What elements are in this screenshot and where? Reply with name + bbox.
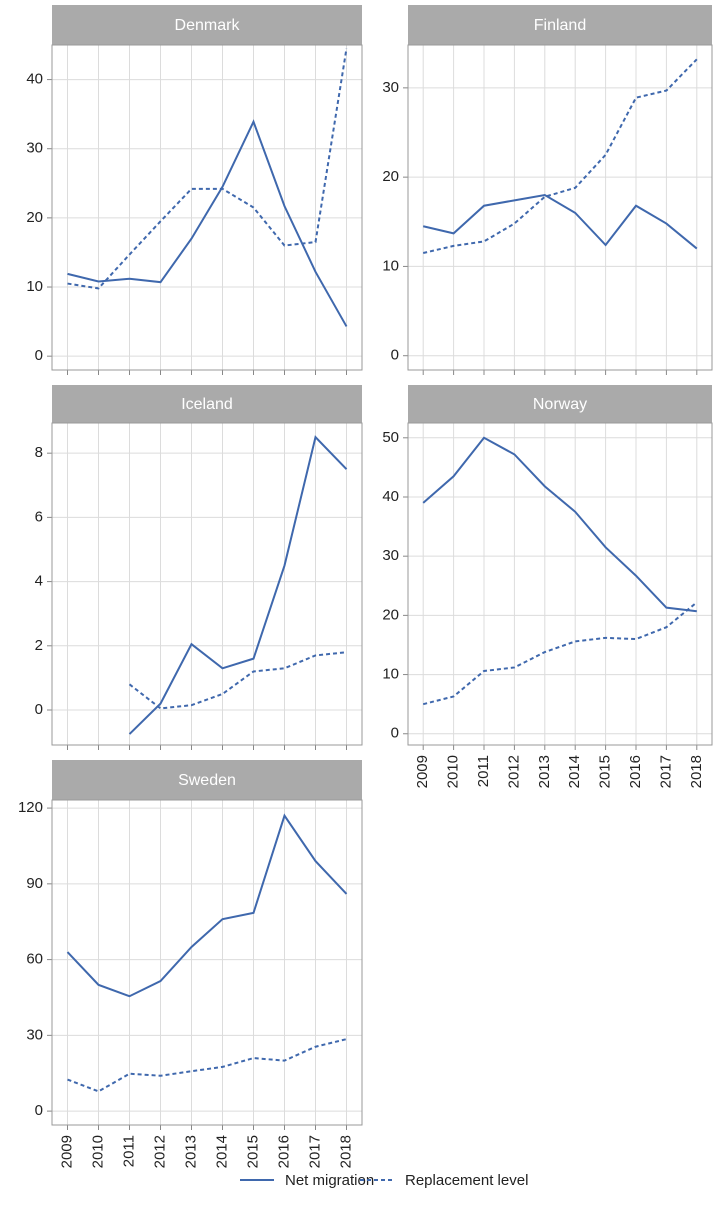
series-line (128, 651, 347, 710)
x-tick-label: 2012 (505, 755, 522, 788)
series-line (422, 58, 698, 255)
y-tick-label: 30 (26, 140, 43, 157)
x-tick-label: 2018 (337, 1135, 354, 1168)
x-tick-label: 2014 (213, 1135, 230, 1168)
facet-title: Norway (533, 396, 587, 413)
x-tick-label: 2009 (414, 755, 431, 788)
series-line (66, 813, 348, 998)
strip (52, 385, 362, 423)
y-tick-label: 120 (18, 799, 43, 816)
facet-title: Iceland (181, 396, 233, 413)
x-tick-label: 2011 (475, 755, 492, 787)
x-tick-label: 2009 (58, 1135, 75, 1168)
x-tick-label: 2017 (306, 1135, 323, 1168)
series-line (67, 48, 348, 290)
y-tick-label: 20 (26, 209, 43, 226)
y-tick-label: 4 (35, 573, 43, 590)
y-tick-label: 10 (382, 666, 399, 683)
panel-border (407, 422, 713, 746)
series-line (67, 119, 348, 327)
panel-border (51, 44, 363, 371)
x-tick-label: 2013 (536, 755, 553, 788)
strip (52, 760, 362, 800)
facet-title: Sweden (178, 772, 236, 789)
x-tick-label: 2016 (275, 1135, 292, 1168)
facet-title: Finland (534, 17, 586, 34)
series-line (422, 193, 698, 250)
x-tick-label: 2015 (597, 755, 614, 788)
y-tick-label: 20 (382, 606, 399, 623)
panel-border (407, 44, 713, 371)
legend-label: Net migration (285, 1172, 374, 1189)
y-tick-label: 30 (382, 79, 399, 96)
y-tick-label: 30 (382, 547, 399, 564)
series-line (422, 601, 698, 706)
x-tick-label: 2011 (120, 1135, 137, 1167)
y-tick-label: 2 (35, 637, 43, 654)
series-line (422, 436, 697, 613)
y-tick-label: 10 (26, 278, 43, 295)
y-tick-label: 0 (35, 347, 43, 364)
y-tick-label: 20 (382, 168, 399, 185)
legend-label: Replacement level (405, 1172, 528, 1189)
panel-border (51, 799, 363, 1126)
y-tick-label: 40 (26, 71, 43, 88)
y-tick-label: 8 (35, 444, 43, 461)
x-tick-label: 2014 (566, 755, 583, 788)
y-tick-label: 40 (382, 488, 399, 505)
x-tick-label: 2018 (688, 755, 705, 788)
y-tick-label: 0 (391, 725, 399, 742)
y-tick-label: 0 (35, 701, 43, 718)
x-tick-label: 2016 (627, 755, 644, 788)
y-tick-label: 6 (35, 508, 43, 525)
strip (408, 5, 712, 45)
x-tick-label: 2010 (89, 1135, 106, 1168)
panel-border (51, 422, 363, 746)
x-tick-label: 2017 (657, 755, 674, 788)
y-tick-label: 90 (26, 875, 43, 892)
y-tick-label: 30 (26, 1026, 43, 1043)
y-tick-label: 60 (26, 951, 43, 968)
series-line (67, 1038, 347, 1093)
y-tick-label: 50 (382, 429, 399, 446)
x-tick-label: 2015 (244, 1135, 261, 1168)
y-tick-label: 0 (391, 347, 399, 364)
y-tick-label: 10 (382, 257, 399, 274)
y-tick-label: 0 (35, 1102, 43, 1119)
strip (408, 385, 712, 423)
x-tick-label: 2013 (182, 1135, 199, 1168)
strip (52, 5, 362, 45)
x-tick-label: 2012 (151, 1135, 168, 1168)
series-line (128, 435, 348, 735)
x-tick-label: 2010 (445, 755, 462, 788)
facet-title: Denmark (175, 17, 241, 34)
